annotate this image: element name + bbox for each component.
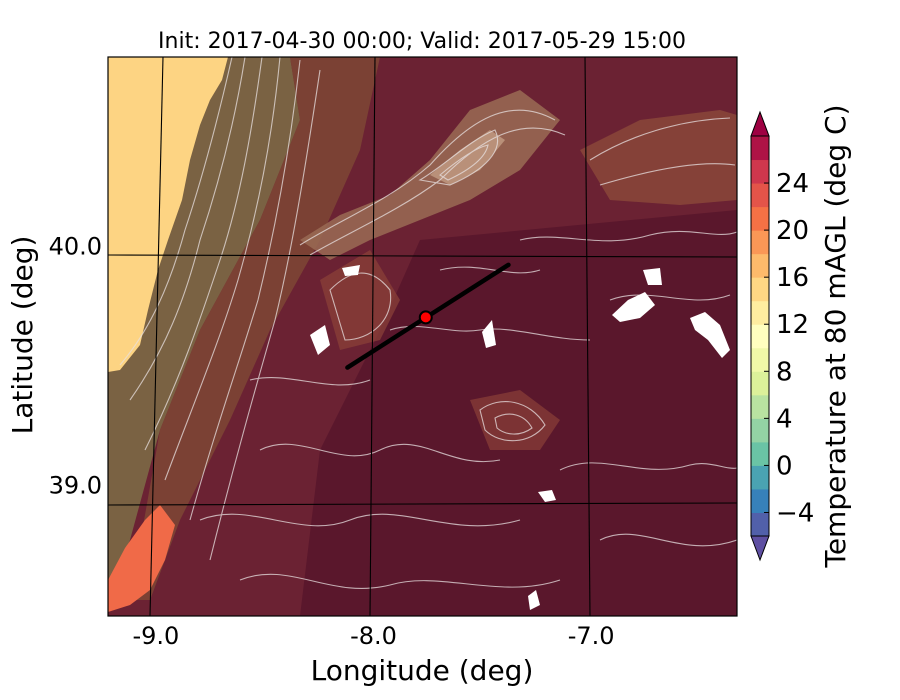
colorbar-block	[751, 300, 769, 325]
map-frame	[107, 56, 738, 617]
colorbar-block	[751, 159, 769, 184]
x-tick-label: -8.0	[350, 622, 397, 650]
colorbar-block	[751, 277, 769, 302]
masked-areas	[310, 265, 730, 610]
figure-title: Init: 2017-04-30 00:00; Valid: 2017-05-2…	[158, 29, 686, 54]
colorbar-block	[751, 324, 769, 349]
colorbar-tick-label: 16	[776, 263, 809, 293]
colorbar-block	[751, 394, 769, 419]
y-tick-labels: 40.0 39.0	[49, 233, 102, 500]
site-marker	[418, 310, 433, 325]
colorbar-tick-labels: 24 20 16 12 8 4 0 −4	[764, 169, 814, 528]
colorbar-bottom-arrow	[750, 535, 770, 562]
colorbar-blocks	[751, 136, 769, 537]
colorbar-tick-label: 12	[776, 310, 809, 340]
colorbar-frame	[750, 135, 770, 537]
colorbar-tick-label: 0	[776, 451, 793, 481]
ocean-region	[108, 57, 228, 372]
colorbar-tick-label: 8	[776, 357, 793, 387]
contour-lines	[119, 57, 737, 589]
x-axis-title: Longitude (deg)	[311, 654, 534, 687]
map-panel	[108, 57, 737, 616]
colorbar: 24 20 16 12 8 4 0 −4 Temperature at 80 mAGL (de…	[750, 104, 852, 569]
colorbar-tick-label: 20	[776, 216, 809, 246]
x-tick-label: -7.0	[568, 622, 615, 650]
graticule	[108, 57, 737, 616]
colorbar-block	[751, 206, 769, 231]
colorbar-block	[751, 371, 769, 396]
inland-transition	[130, 57, 380, 600]
ridge-east	[580, 110, 737, 205]
colorbar-block	[751, 230, 769, 255]
colorbar-top-arrow	[750, 110, 770, 137]
x-tick-labels: -9.0 -8.0 -7.0	[132, 622, 614, 650]
colorbar-block	[751, 488, 769, 513]
colorbar-tick-label: 24	[776, 169, 809, 199]
colorbar-tick-label: −4	[776, 498, 814, 528]
hot-spot-region	[108, 505, 175, 612]
colorbar-tick-label: 4	[776, 404, 793, 434]
colorbar-label: Temperature at 80 mAGL (deg C)	[819, 104, 852, 568]
y-tick-label: 39.0	[49, 472, 102, 500]
colorbar-block	[751, 465, 769, 490]
colorbar-block	[751, 183, 769, 208]
y-axis-title: Latitude (deg)	[6, 236, 39, 435]
colorbar-block	[751, 136, 769, 161]
colorbar-block	[751, 418, 769, 443]
colorbar-block	[751, 253, 769, 278]
colorbar-block	[751, 512, 769, 537]
x-tick-label: -9.0	[132, 622, 179, 650]
colorbar-block	[751, 347, 769, 372]
y-tick-label: 40.0	[49, 233, 102, 261]
ridge-south	[470, 390, 560, 450]
colorbar-block	[751, 441, 769, 466]
